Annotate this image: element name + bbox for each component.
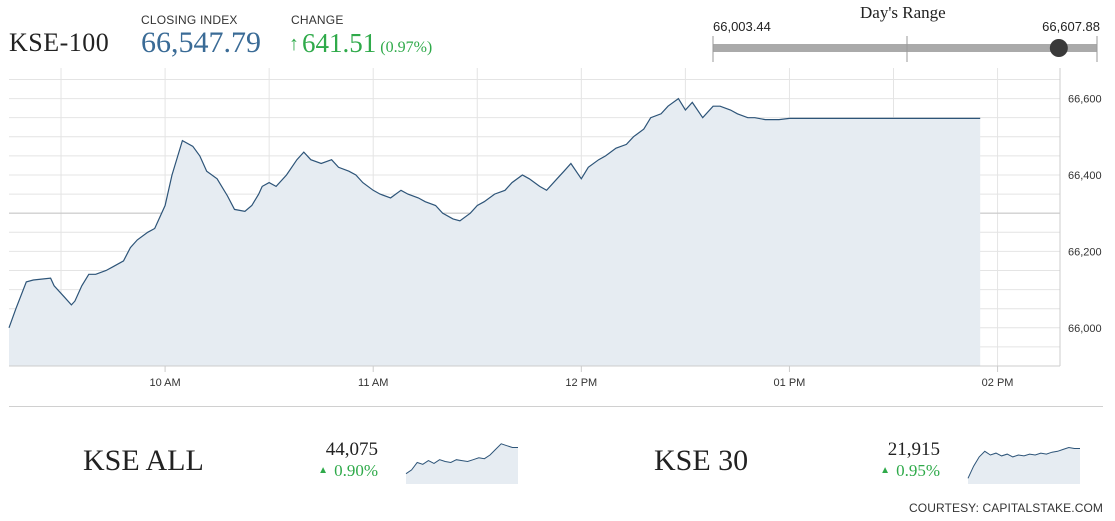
kse-all-change-value: 0.90% (334, 461, 378, 480)
x-tick-label: 12 PM (565, 377, 597, 389)
up-arrow-icon: ↑ (289, 33, 299, 55)
days-range-title: Day's Range (860, 3, 946, 22)
x-tick-label: 10 AM (149, 377, 180, 389)
change-block: ↑ 641.51 (0.97%) (289, 28, 432, 59)
closing-index-label: CLOSING INDEX (141, 13, 238, 27)
kse-all-value: 44,075 (325, 439, 378, 460)
closing-index-value: 66,547.79 (141, 26, 261, 59)
index-name: KSE-100 (9, 28, 110, 57)
x-tick-label: 02 PM (982, 377, 1014, 389)
y-tick-label: 66,200 (1068, 246, 1102, 258)
days-range-high: 66,607.88 (1042, 19, 1100, 34)
kse-30-value: 21,915 (887, 439, 940, 460)
kse-all-sparkline-line (405, 443, 518, 475)
kse-30-sparkline-line (967, 446, 1080, 479)
kse-all-name: KSE ALL (83, 444, 204, 477)
y-tick-label: 66,000 (1068, 323, 1102, 335)
change-percent: (0.97%) (380, 39, 433, 56)
kse-all-sparkline (405, 443, 518, 484)
kse-100-area (9, 98, 981, 366)
courtesy-credit: COURTESY: CAPITALSTAKE.COM (909, 501, 1103, 515)
days-range-low: 66,003.44 (713, 19, 771, 34)
footer-divider (9, 406, 1103, 407)
kse-all-sparkline-area (406, 443, 518, 484)
up-triangle-icon: ▲ (318, 465, 329, 476)
y-tick-label: 66,400 (1068, 170, 1102, 182)
kse-30-sparkline (967, 446, 1080, 484)
kse-30-sparkline-area (968, 447, 1080, 484)
x-tick-label: 11 AM (358, 377, 388, 389)
kse-30-name: KSE 30 (654, 444, 749, 477)
kse-all-change: ▲ 0.90% (288, 461, 378, 481)
change-value: 641.51 (302, 28, 377, 58)
kse-100-line (8, 97, 981, 329)
kse-30-change-value: 0.95% (896, 461, 940, 480)
change-label: CHANGE (291, 13, 344, 27)
days-range-slider (712, 36, 1098, 62)
up-triangle-icon: ▲ (880, 465, 891, 476)
kse-30-change: ▲ 0.95% (850, 461, 940, 481)
y-tick-label: 66,600 (1068, 94, 1102, 106)
days-range-knob (1049, 39, 1068, 57)
kse-100-intraday-chart: 66,000 66,200 66,400 66,600 10 AM 11 AM 12 PM 0… (8, 68, 1102, 389)
x-tick-label: 01 PM (774, 377, 806, 389)
